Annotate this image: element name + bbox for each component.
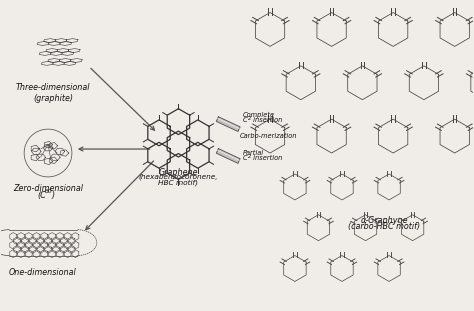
Text: (C: (C — [37, 191, 46, 200]
Text: C: C — [243, 117, 248, 123]
Text: 2: 2 — [248, 154, 252, 159]
Text: α-Graphyne: α-Graphyne — [361, 216, 408, 225]
Text: Complete: Complete — [243, 112, 275, 118]
Text: 60: 60 — [45, 189, 53, 194]
Text: HBC motif): HBC motif) — [158, 180, 199, 187]
Polygon shape — [216, 149, 240, 163]
Text: (hexabenzocoronene,: (hexabenzocoronene, — [138, 174, 218, 180]
Text: C: C — [243, 155, 248, 161]
Text: insertion: insertion — [251, 155, 282, 161]
Text: Carbo-merization: Carbo-merization — [240, 133, 298, 139]
Text: One-dimensional: One-dimensional — [9, 268, 77, 277]
Text: 2: 2 — [248, 116, 252, 121]
Text: insertion: insertion — [251, 117, 282, 123]
Text: Three-dimensional
(graphite): Three-dimensional (graphite) — [16, 83, 90, 103]
Polygon shape — [216, 117, 240, 132]
Text: ): ) — [51, 191, 54, 200]
Text: Partial: Partial — [243, 150, 264, 156]
Text: Graphene: Graphene — [159, 168, 198, 177]
Text: Zero-dimensional: Zero-dimensional — [13, 184, 83, 193]
Text: (carbo-HBC motif): (carbo-HBC motif) — [348, 222, 420, 231]
